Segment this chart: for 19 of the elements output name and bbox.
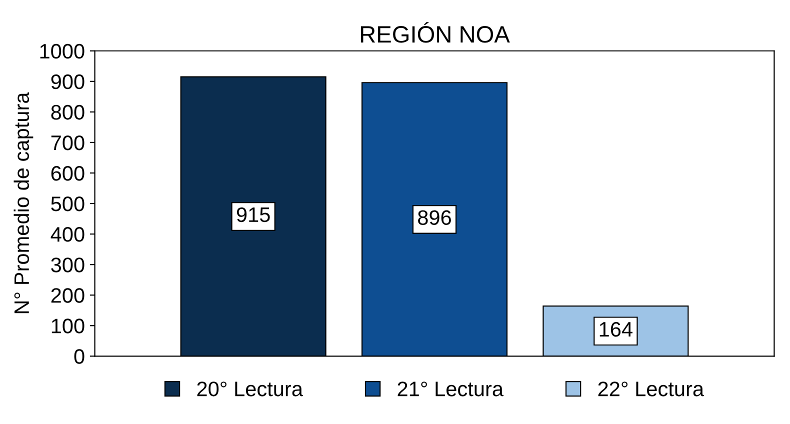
y-tick-label: 400 <box>50 227 84 242</box>
y-axis-title: N° Promedio de captura <box>14 92 34 314</box>
y-tick-label: 700 <box>51 135 84 150</box>
legend-label: 22° Lectura <box>598 382 704 396</box>
y-tick-label: 100 <box>52 318 84 334</box>
data-label: 896 <box>418 210 451 225</box>
legend-label: 21° Lectura <box>398 382 504 396</box>
y-tick-label: 900 <box>51 74 84 90</box>
chart-title: REGIÓN NOA <box>361 22 510 43</box>
data-label: 164 <box>600 322 632 337</box>
y-tick-label: 0 <box>74 349 84 364</box>
data-label: 915 <box>236 207 270 222</box>
legend-label: 20° Lectura <box>197 382 303 396</box>
y-tick-label: 800 <box>51 104 84 120</box>
y-tick-label: 200 <box>51 288 84 303</box>
y-tick-label: 600 <box>51 166 84 181</box>
y-tick-label: 500 <box>51 196 84 212</box>
y-tick-label: 300 <box>51 258 84 272</box>
y-tick-label: 1000 <box>40 44 84 59</box>
